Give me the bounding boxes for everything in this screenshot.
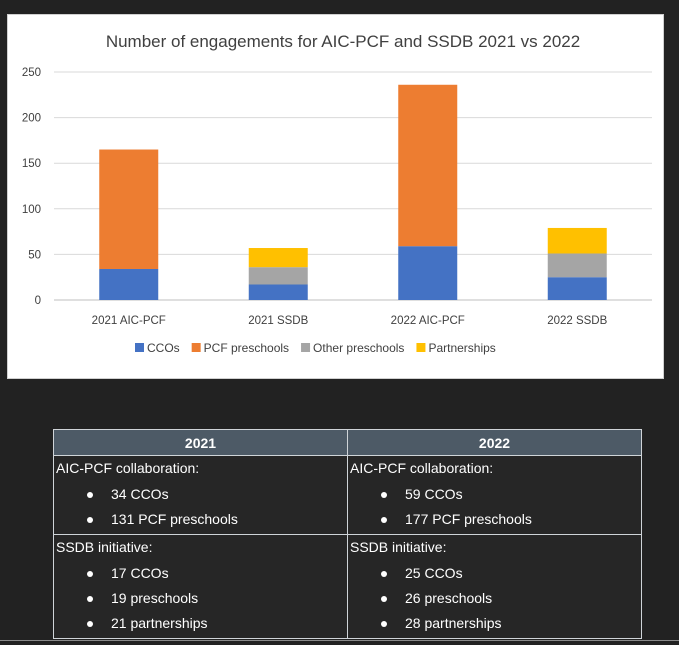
x-tick-label: 2022 AIC-PCF <box>391 315 465 327</box>
legend-label: CCOs <box>147 341 180 355</box>
list-item-text: 19 preschools <box>111 590 199 606</box>
list-item: 28 partnerships <box>348 611 641 636</box>
y-tick-label: 200 <box>22 113 41 125</box>
list-item-text: 25 CCOs <box>405 565 463 581</box>
legend-label: Other preschools <box>313 341 404 355</box>
list-item: 131 PCF preschools <box>54 507 347 532</box>
table-row-ssdb: SSDB initiative: 17 CCOs 19 preschools 2… <box>53 534 642 639</box>
bullet-icon <box>87 492 93 498</box>
cell-2021-aic-pcf: AIC-PCF collaboration: 34 CCOs 131 PCF p… <box>53 455 348 535</box>
bar-segment <box>547 253 607 278</box>
bottom-divider <box>0 640 679 641</box>
y-tick-label: 50 <box>28 249 41 261</box>
list-item: 25 CCOs <box>348 561 641 586</box>
y-tick-label: 0 <box>35 295 41 307</box>
bullet-icon <box>87 571 93 577</box>
chart-panel: Number of engagements for AIC-PCF and SS… <box>7 14 664 379</box>
stacked-bar-chart: Number of engagements for AIC-PCF and SS… <box>22 32 652 355</box>
bullet-icon <box>87 596 93 602</box>
bullet-icon <box>381 596 387 602</box>
bar-segment <box>547 227 607 254</box>
list-item: 21 partnerships <box>54 611 347 636</box>
section-heading: SSDB initiative: <box>350 539 447 555</box>
x-tick-label: 2021 SSDB <box>248 315 308 327</box>
header-2021: 2021 <box>53 429 348 456</box>
cell-2021-ssdb: SSDB initiative: 17 CCOs 19 preschools 2… <box>53 534 348 639</box>
table-header-row: 2021 2022 <box>53 429 642 456</box>
list-item: 177 PCF preschools <box>348 507 641 532</box>
engagement-summary-table: 2021 2022 AIC-PCF collaboration: 34 CCOs… <box>53 429 642 639</box>
bullet-list: 34 CCOs 131 PCF preschools <box>54 482 347 532</box>
section-heading: SSDB initiative: <box>56 539 153 555</box>
bar-segment <box>99 149 159 269</box>
bullet-icon <box>381 571 387 577</box>
bar-segment <box>248 248 308 268</box>
legend-label: Partnerships <box>428 341 495 355</box>
bar-segment <box>398 84 458 247</box>
list-item-text: 26 preschools <box>405 590 493 606</box>
y-tick-label: 100 <box>22 204 41 216</box>
list-item: 34 CCOs <box>54 482 347 507</box>
bullet-icon <box>87 517 93 523</box>
list-item-text: 59 CCOs <box>405 486 463 502</box>
list-item-text: 131 PCF preschools <box>111 511 238 527</box>
header-2022: 2022 <box>347 429 642 456</box>
x-tick-label: 2021 AIC-PCF <box>92 315 166 327</box>
bullet-icon <box>381 621 387 627</box>
bar-segment <box>248 284 308 300</box>
list-item-text: 21 partnerships <box>111 615 208 631</box>
table-row-aic-pcf: AIC-PCF collaboration: 34 CCOs 131 PCF p… <box>53 455 642 535</box>
x-tick-label: 2022 SSDB <box>547 315 607 327</box>
legend-swatch <box>135 343 144 352</box>
bullet-list: 17 CCOs 19 preschools 21 partnerships <box>54 561 347 636</box>
bar-segment <box>248 267 308 285</box>
cell-2022-ssdb: SSDB initiative: 25 CCOs 26 preschools 2… <box>347 534 642 639</box>
bullet-list: 25 CCOs 26 preschools 28 partnerships <box>348 561 641 636</box>
section-heading: AIC-PCF collaboration: <box>56 460 200 476</box>
list-item-text: 28 partnerships <box>405 615 502 631</box>
list-item: 26 preschools <box>348 586 641 611</box>
cell-2022-aic-pcf: AIC-PCF collaboration: 59 CCOs 177 PCF p… <box>347 455 642 535</box>
list-item-text: 34 CCOs <box>111 486 169 502</box>
y-tick-label: 250 <box>22 67 41 79</box>
bullet-icon <box>381 492 387 498</box>
legend-swatch <box>416 343 426 352</box>
bar-segment <box>547 277 607 300</box>
bullet-list: 59 CCOs 177 PCF preschools <box>348 482 641 532</box>
list-item: 17 CCOs <box>54 561 347 586</box>
legend-swatch <box>191 343 201 352</box>
chart-title: Number of engagements for AIC-PCF and SS… <box>106 32 580 51</box>
y-tick-label: 150 <box>22 158 41 170</box>
bullet-icon <box>87 621 93 627</box>
bar-segment <box>99 268 159 300</box>
bullet-icon <box>381 517 387 523</box>
list-item: 59 CCOs <box>348 482 641 507</box>
legend-swatch <box>301 343 311 352</box>
list-item: 19 preschools <box>54 586 347 611</box>
legend-label: PCF preschools <box>204 341 289 355</box>
list-item-text: 17 CCOs <box>111 565 169 581</box>
section-heading: AIC-PCF collaboration: <box>350 460 494 476</box>
list-item-text: 177 PCF preschools <box>405 511 532 527</box>
bar-segment <box>398 246 458 300</box>
